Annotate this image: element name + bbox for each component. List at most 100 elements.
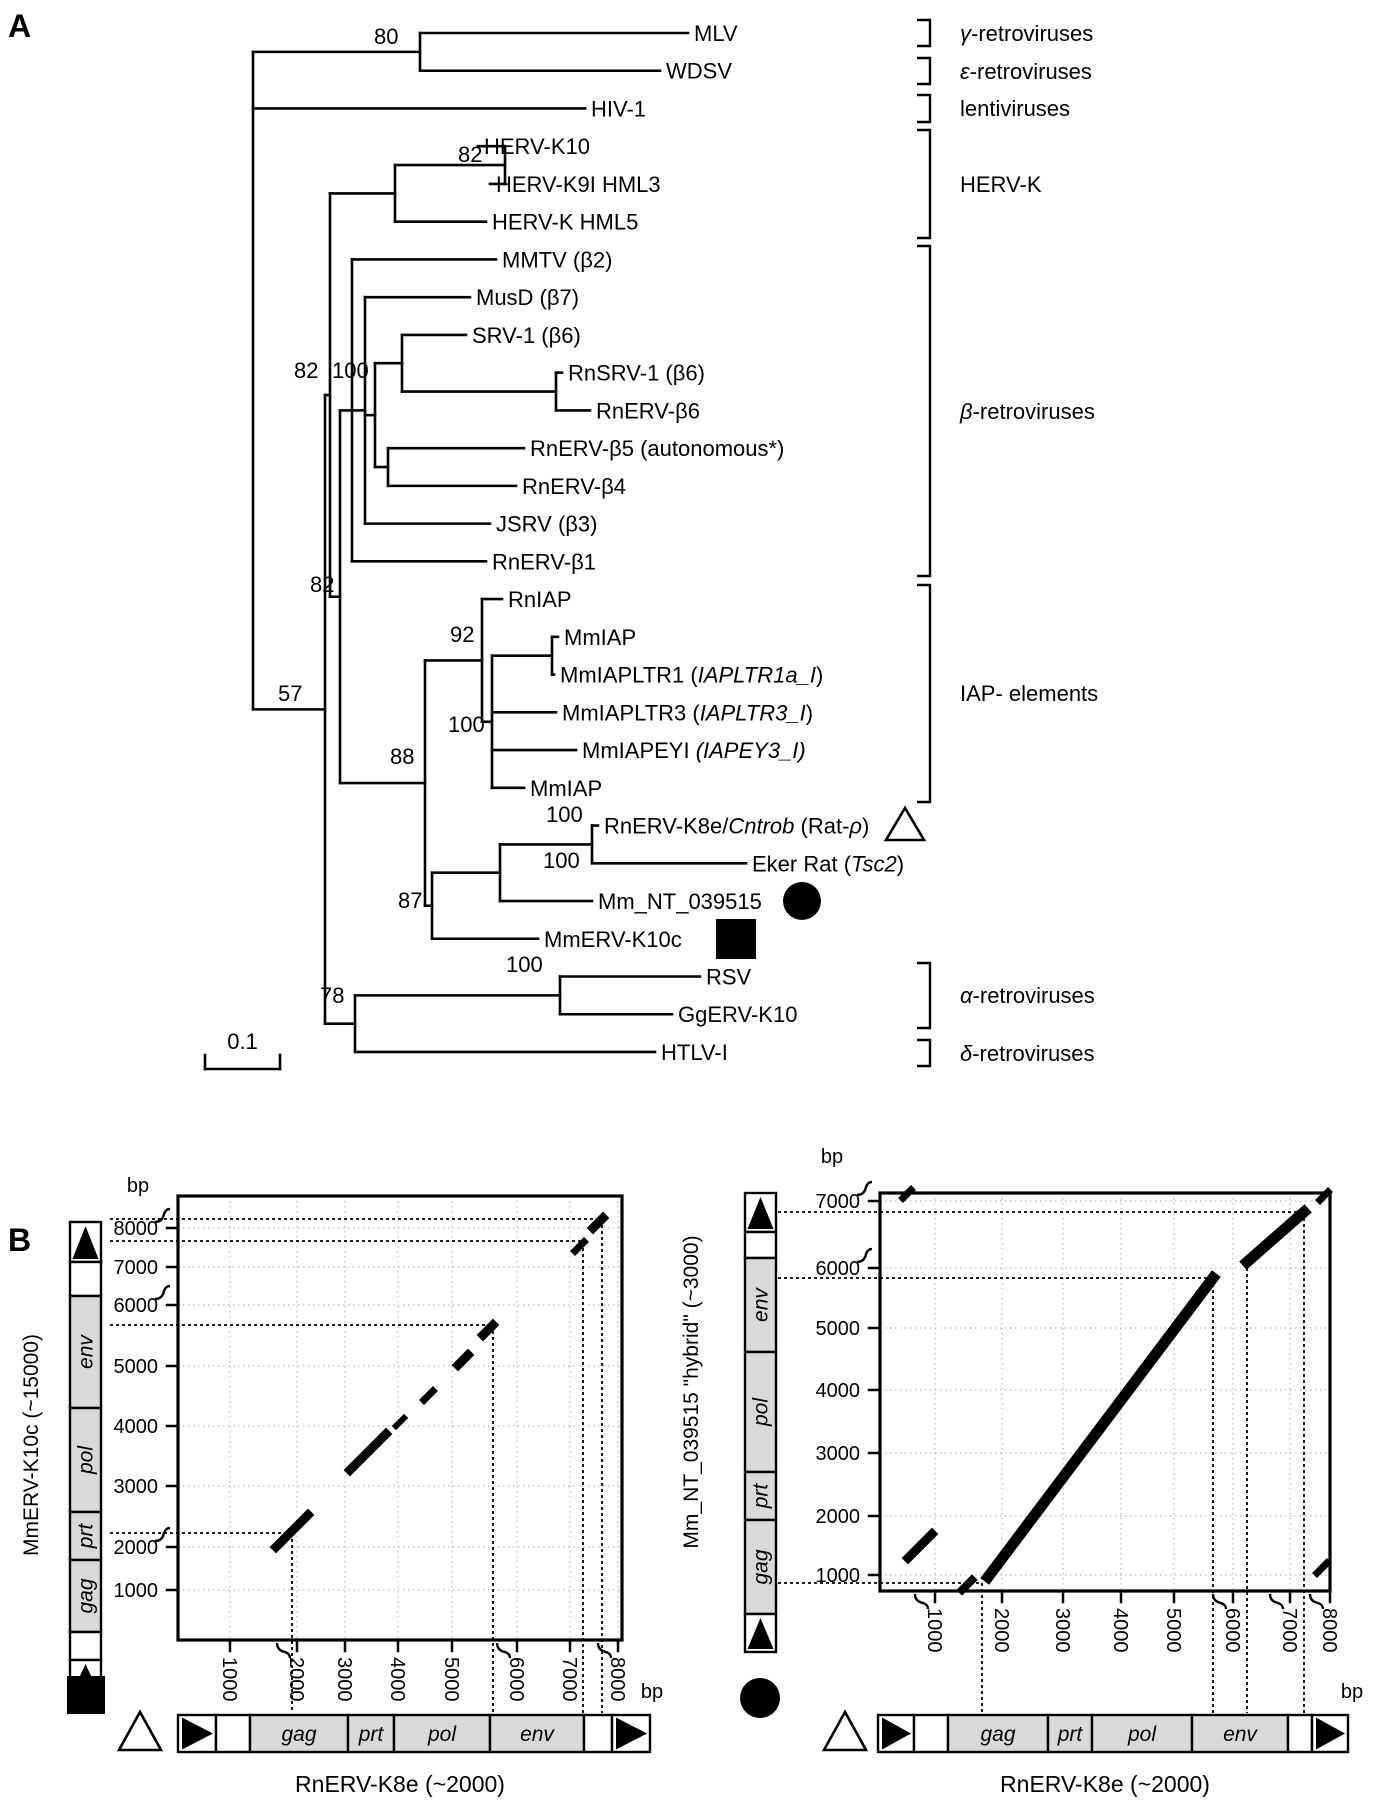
gene-label-pol: pol bbox=[750, 1397, 773, 1427]
svg-text:SRV-1 (β6): SRV-1 (β6) bbox=[472, 323, 581, 348]
svg-text:2000: 2000 bbox=[990, 1608, 1012, 1653]
plot-symbols bbox=[67, 1676, 164, 1752]
svg-text:8000: 8000 bbox=[114, 1218, 159, 1240]
open-triangle-icon bbox=[116, 1709, 164, 1752]
svg-text:100: 100 bbox=[506, 952, 543, 977]
svg-text:3000: 3000 bbox=[1051, 1608, 1073, 1653]
svg-text:1000: 1000 bbox=[218, 1657, 240, 1702]
svg-text:7000: 7000 bbox=[558, 1657, 580, 1702]
svg-text:HERV-K10: HERV-K10 bbox=[484, 134, 590, 159]
svg-text:82: 82 bbox=[294, 358, 318, 383]
svg-text:bp: bp bbox=[127, 1175, 149, 1197]
panel-b-label: B bbox=[8, 1222, 32, 1258]
svg-text:bp: bp bbox=[821, 1146, 843, 1168]
svg-text:RnERV-β5 (autonomous*): RnERV-β5 (autonomous*) bbox=[530, 436, 784, 461]
svg-text:lentiviruses: lentiviruses bbox=[960, 96, 1070, 121]
axis-titles: Mm_NT_039515 "hybrid" (~3000) RnERV-K8e (… bbox=[680, 1146, 1363, 1797]
svg-text:7000: 7000 bbox=[1278, 1608, 1300, 1653]
svg-text:80: 80 bbox=[374, 24, 398, 49]
svg-text:57: 57 bbox=[278, 681, 302, 706]
filled-square-icon bbox=[716, 919, 756, 959]
gene-label-gag: gag bbox=[750, 1549, 773, 1584]
svg-text:δ-retroviruses: δ-retroviruses bbox=[960, 1041, 1094, 1066]
svg-text:5000: 5000 bbox=[1162, 1608, 1184, 1653]
plot-symbols bbox=[740, 1678, 869, 1752]
dotplot-B-right: 1000 2000 3000 4000 5000 6000 7000 8000 1000 2000… bbox=[680, 1146, 1363, 1797]
tree-tip-symbols bbox=[716, 805, 927, 959]
gene-label-env: env bbox=[750, 1287, 773, 1322]
svg-text:HERV-K: HERV-K bbox=[960, 172, 1042, 197]
svg-text:RnIAP: RnIAP bbox=[508, 587, 572, 612]
dashed-reference-lines bbox=[110, 1218, 603, 1713]
svg-text:4000: 4000 bbox=[1109, 1608, 1131, 1653]
svg-text:88: 88 bbox=[390, 744, 414, 769]
svg-text:100: 100 bbox=[448, 712, 485, 737]
svg-text:β-retroviruses: β-retroviruses bbox=[959, 399, 1095, 424]
tree-branches bbox=[251, 31, 748, 1054]
gene-label-gag: gag bbox=[980, 1723, 1015, 1746]
svg-text:100: 100 bbox=[546, 802, 583, 827]
gene-label-pol: pol bbox=[427, 1723, 457, 1746]
svg-text:3000: 3000 bbox=[816, 1443, 861, 1465]
open-triangle-icon bbox=[883, 805, 927, 842]
svg-text:2000: 2000 bbox=[114, 1537, 159, 1559]
svg-text:7000: 7000 bbox=[816, 1191, 861, 1213]
svg-text:γ-retroviruses: γ-retroviruses bbox=[960, 21, 1093, 46]
svg-text:ε-retroviruses: ε-retroviruses bbox=[960, 59, 1092, 84]
svg-text:78: 78 bbox=[320, 983, 344, 1008]
y-axis: 1000 2000 3000 4000 5000 6000 7000 bbox=[816, 1180, 882, 1587]
gene-label-prt: prt bbox=[1057, 1723, 1084, 1746]
svg-text:MmIAP: MmIAP bbox=[530, 776, 602, 801]
clade-brackets: γ-retroviruses ε-retroviruses lentiviruses… bbox=[917, 18, 1098, 1068]
svg-text:6000: 6000 bbox=[1221, 1608, 1243, 1653]
svg-text:RnERV-β6: RnERV-β6 bbox=[596, 398, 700, 423]
gene-label-env: env bbox=[75, 1334, 98, 1369]
genome-bar-vertical: env pol prt gag bbox=[743, 1191, 778, 1654]
x-axis: 1000 2000 3000 4000 5000 6000 7000 8000 bbox=[913, 1589, 1340, 1653]
svg-text:4000: 4000 bbox=[386, 1657, 408, 1702]
plot-frame bbox=[878, 1191, 1332, 1593]
svg-text:Mm_NT_039515 "hybrid" (~3000): Mm_NT_039515 "hybrid" (~3000) bbox=[680, 1235, 703, 1548]
filled-circle-icon bbox=[783, 882, 821, 920]
svg-text:bp: bp bbox=[641, 1681, 663, 1703]
svg-text:MmIAPEYI (IAPEY3_I): MmIAPEYI (IAPEY3_I) bbox=[582, 738, 806, 763]
svg-text:WDSV: WDSV bbox=[666, 59, 732, 84]
svg-text:1000: 1000 bbox=[923, 1608, 945, 1653]
svg-text:GgERV-K10: GgERV-K10 bbox=[678, 1002, 797, 1027]
grid bbox=[178, 1196, 622, 1640]
svg-text:1000: 1000 bbox=[114, 1580, 159, 1602]
genome-bar-horizontal: gag prt pol env bbox=[876, 1713, 1350, 1754]
alignment-segments bbox=[269, 1211, 610, 1554]
svg-text:MmERV-K10c (~15000): MmERV-K10c (~15000) bbox=[20, 1334, 43, 1556]
svg-text:JSRV (β3): JSRV (β3) bbox=[496, 512, 598, 537]
svg-text:6000: 6000 bbox=[505, 1657, 527, 1702]
svg-text:HTLV-I: HTLV-I bbox=[661, 1040, 728, 1065]
svg-text:87: 87 bbox=[398, 888, 422, 913]
gene-label-prt: prt bbox=[75, 1523, 98, 1550]
svg-text:bp: bp bbox=[1341, 1681, 1363, 1703]
svg-text:0.1: 0.1 bbox=[227, 1029, 258, 1054]
svg-text:Eker Rat (Tsc2): Eker Rat (Tsc2) bbox=[752, 851, 904, 876]
svg-text:3000: 3000 bbox=[333, 1657, 355, 1702]
svg-text:RnERV-K8e (~2000): RnERV-K8e (~2000) bbox=[295, 1771, 505, 1797]
svg-text:RnERV-K8e/Cntrob (Rat-ρ): RnERV-K8e/Cntrob (Rat-ρ) bbox=[604, 814, 869, 839]
gene-label-gag: gag bbox=[75, 1578, 98, 1613]
dashed-reference-lines bbox=[778, 1211, 1305, 1713]
gene-label-gag: gag bbox=[281, 1723, 316, 1746]
svg-text:100: 100 bbox=[543, 848, 580, 873]
svg-text:MusD (β7): MusD (β7) bbox=[476, 285, 579, 310]
svg-text:6000: 6000 bbox=[816, 1258, 861, 1280]
svg-text:8000: 8000 bbox=[1318, 1608, 1340, 1653]
svg-text:100: 100 bbox=[332, 358, 369, 383]
svg-text:2000: 2000 bbox=[816, 1506, 861, 1528]
svg-text:5000: 5000 bbox=[114, 1356, 159, 1378]
svg-text:6000: 6000 bbox=[114, 1295, 159, 1317]
svg-text:HIV-1: HIV-1 bbox=[591, 96, 646, 121]
genome-bar-vertical: env pol prt gag bbox=[68, 1220, 103, 1697]
open-triangle-icon bbox=[821, 1709, 869, 1752]
gene-label-pol: pol bbox=[1127, 1723, 1157, 1746]
svg-text:HERV-K9I HML3: HERV-K9I HML3 bbox=[496, 172, 661, 197]
svg-text:7000: 7000 bbox=[114, 1257, 159, 1279]
svg-text:3000: 3000 bbox=[114, 1476, 159, 1498]
